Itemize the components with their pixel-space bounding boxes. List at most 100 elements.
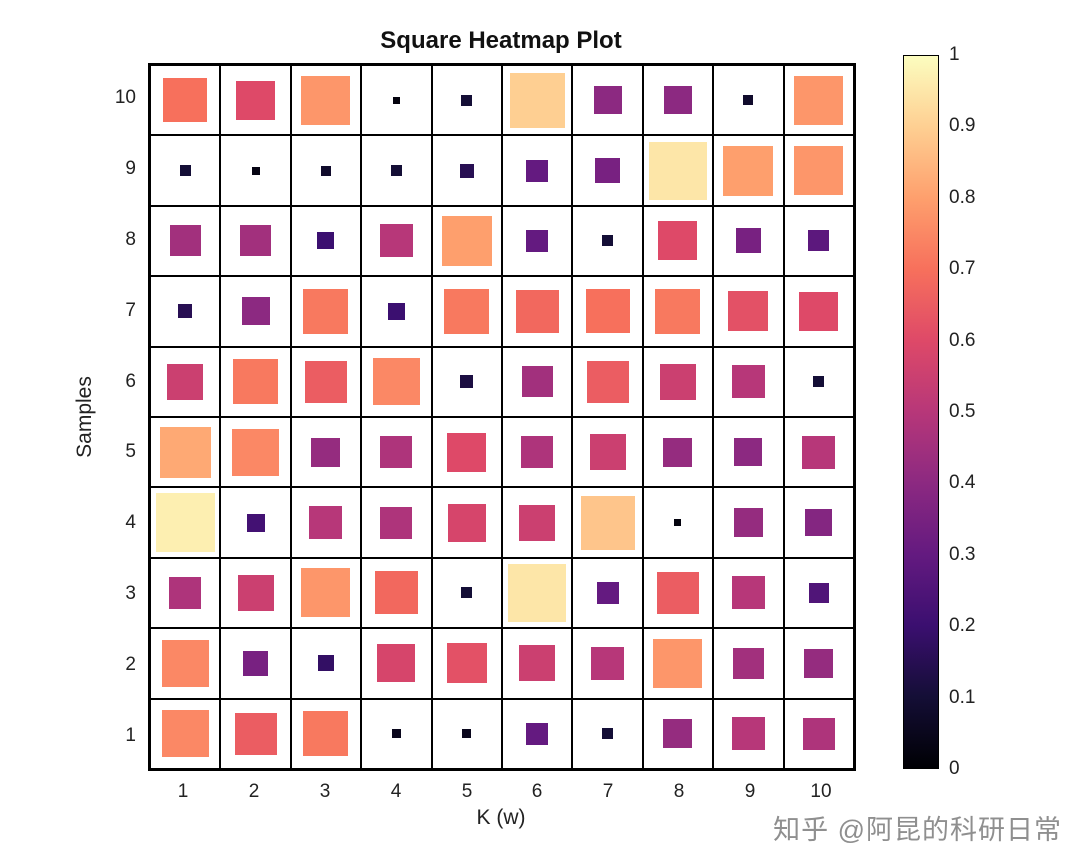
heatmap-cell	[572, 65, 643, 136]
heatmap-square	[794, 75, 844, 125]
heatmap-square	[169, 225, 201, 257]
heatmap-square	[799, 291, 839, 331]
heatmap-cell	[361, 487, 432, 558]
colorbar-tick-label: 0.1	[949, 687, 976, 708]
heatmap-cell	[713, 346, 784, 417]
heatmap-square	[237, 574, 274, 611]
heatmap-cell	[713, 628, 784, 699]
heatmap-square	[460, 375, 474, 389]
heatmap-cell	[642, 346, 714, 417]
heatmap-cell	[361, 276, 432, 347]
x-tick-label: 6	[531, 781, 543, 802]
y-tick-label: 5	[125, 441, 136, 462]
heatmap-square	[447, 432, 487, 472]
heatmap-cell	[220, 65, 291, 136]
heatmap-square	[232, 428, 280, 476]
x-axis-label: K (w)	[476, 806, 526, 829]
x-tick-label: 1	[177, 781, 189, 802]
heatmap-cell	[290, 487, 362, 558]
heatmap-square	[179, 165, 191, 177]
heatmap-square	[380, 436, 413, 469]
heatmap-square	[805, 509, 833, 537]
heatmap-square	[580, 495, 635, 550]
heatmap-square	[303, 711, 349, 757]
heatmap-cell	[220, 346, 291, 417]
heatmap-cell	[502, 698, 573, 769]
heatmap-square	[444, 288, 490, 334]
heatmap-cell	[361, 417, 432, 488]
heatmap-square	[591, 646, 625, 680]
heatmap-cell	[713, 487, 784, 558]
heatmap-cell	[572, 346, 643, 417]
heatmap-cell	[642, 205, 714, 277]
heatmap-cell	[713, 276, 784, 347]
heatmap-cell	[502, 487, 573, 558]
colorbar-tick-label: 0.7	[949, 258, 976, 279]
heatmap-cell	[502, 276, 573, 347]
colorbar-tick-label: 0.5	[949, 401, 976, 422]
heatmap-square	[236, 80, 276, 120]
heatmap-cell	[220, 628, 291, 699]
watermark: 知乎 @阿昆的科研日常	[773, 815, 1062, 845]
heatmap-cell	[220, 698, 291, 769]
heatmap-square	[596, 581, 619, 604]
heatmap-square	[163, 78, 208, 123]
heatmap-square	[794, 146, 844, 196]
heatmap-square	[301, 75, 351, 125]
heatmap-cell	[572, 205, 643, 277]
x-tick-label: 2	[248, 781, 260, 802]
heatmap-square	[733, 508, 763, 538]
heatmap-square	[317, 655, 334, 672]
colorbar-tick-label: 0	[949, 758, 960, 779]
heatmap-cell	[713, 698, 784, 769]
heatmap-square	[804, 648, 834, 678]
heatmap-cell	[783, 487, 854, 558]
y-tick-label: 8	[125, 229, 136, 250]
y-tick-label: 7	[125, 300, 136, 321]
heatmap-cell	[361, 628, 432, 699]
heatmap-square	[735, 228, 761, 254]
heatmap-cell	[642, 65, 714, 136]
heatmap-cell	[572, 698, 643, 769]
heatmap-square	[526, 229, 549, 252]
heatmap-square	[663, 719, 693, 749]
heatmap-square	[802, 435, 836, 469]
heatmap-square	[461, 94, 473, 106]
heatmap-cell	[290, 65, 362, 136]
heatmap-square	[674, 519, 682, 527]
heatmap-cell	[220, 557, 291, 629]
heatmap-square	[246, 513, 265, 532]
colorbar-tick-label: 0.6	[949, 330, 976, 351]
heatmap-square	[802, 717, 835, 750]
colorbar-tick-label: 0.9	[949, 115, 976, 136]
heatmap-square	[303, 288, 349, 334]
x-tick-label: 8	[673, 781, 685, 802]
heatmap-square	[161, 639, 209, 687]
heatmap-cell	[220, 135, 291, 206]
heatmap-cell	[783, 628, 854, 699]
heatmap-cell	[572, 276, 643, 347]
heatmap-square	[374, 571, 418, 615]
y-tick-label: 3	[125, 583, 136, 604]
heatmap-square	[390, 165, 402, 177]
heatmap-square	[251, 166, 260, 175]
heatmap-square	[723, 145, 774, 196]
heatmap-cell	[431, 417, 502, 488]
heatmap-square	[459, 163, 474, 178]
heatmap-cell	[502, 65, 573, 136]
heatmap-square	[372, 358, 420, 406]
heatmap-square	[521, 366, 553, 398]
heatmap-square	[387, 302, 405, 320]
heatmap-cell	[713, 417, 784, 488]
heatmap-cell	[220, 487, 291, 558]
x-tick-label: 10	[810, 781, 832, 802]
heatmap-cell	[642, 417, 714, 488]
x-tick-label: 9	[744, 781, 756, 802]
heatmap-cell	[431, 346, 502, 417]
heatmap-square	[309, 506, 343, 540]
heatmap-square	[808, 582, 829, 603]
heatmap-cell	[220, 205, 291, 277]
heatmap-square	[462, 729, 472, 739]
heatmap-cell	[502, 346, 573, 417]
heatmap-cell	[713, 205, 784, 277]
